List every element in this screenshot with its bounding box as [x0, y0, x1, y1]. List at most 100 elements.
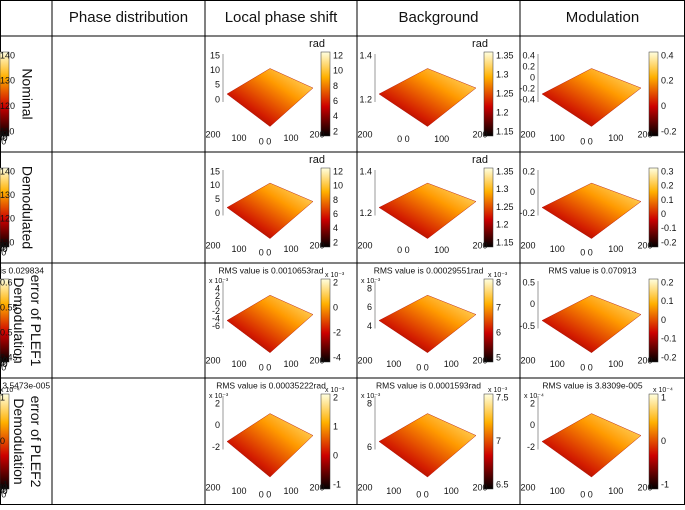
- z-tick: 15: [210, 166, 220, 176]
- colorbar-tick: 140: [0, 166, 15, 176]
- colorbar-tick: 8: [496, 277, 501, 287]
- xy-tick: 200: [520, 482, 535, 492]
- colorbar-tick: 130: [0, 190, 15, 200]
- colorbar-tick: 7: [496, 436, 501, 446]
- colorbar-tick: 8: [333, 195, 338, 205]
- surface: [379, 183, 476, 239]
- colorbar-tick: 140: [0, 50, 15, 60]
- colorbar-tick: 0: [661, 209, 666, 219]
- colorbar-tick: 2: [333, 392, 338, 402]
- surface: [542, 68, 641, 126]
- surface: [542, 295, 641, 353]
- xy-tick: 100: [550, 359, 565, 369]
- xy-tick: 0 0: [580, 489, 593, 499]
- z-tick: -2: [212, 442, 220, 452]
- colorbar-tick: 4: [333, 111, 338, 121]
- colorbar-tick: 1.25: [496, 202, 514, 212]
- xy-tick: 200: [520, 129, 535, 139]
- xy-tick: 200: [205, 355, 220, 365]
- colorbar-tick: 0: [333, 450, 338, 460]
- z-tick: 0: [530, 299, 535, 309]
- colorbar-tick: -0.1: [661, 334, 677, 344]
- colorbar-tick: 1.35: [496, 166, 514, 176]
- colorbar-tick: 0: [661, 436, 666, 446]
- xy-tick: 0 0: [580, 136, 593, 146]
- surface: [379, 295, 476, 353]
- xy-tick: 100: [386, 359, 401, 369]
- z-tick: 0: [530, 187, 535, 197]
- xy-tick: 0 0: [397, 134, 410, 144]
- colorbar-tick: 1.3: [496, 184, 509, 194]
- colorbar-tick: 1: [661, 392, 666, 402]
- xy-tick: 100: [608, 133, 623, 143]
- colorbar-tick: -2: [333, 327, 341, 337]
- rms-caption: RMS value is 0.00029551rad: [374, 265, 484, 275]
- surface: [227, 183, 313, 239]
- xy-tick: 200: [472, 129, 487, 139]
- xy-tick: 100: [550, 486, 565, 496]
- colorbar-tick: 12: [333, 166, 343, 176]
- colorbar: [0, 279, 9, 362]
- colorbar-tick: 8: [333, 81, 338, 91]
- colorbar-tick: 120: [0, 214, 15, 224]
- z-tick: -6: [212, 321, 220, 331]
- xy-tick: 100: [608, 244, 623, 254]
- xy-tick: 100: [608, 486, 623, 496]
- z-tick: 8: [367, 283, 372, 293]
- xy-tick: 0 0: [259, 247, 272, 257]
- colorbar-tick: 1: [0, 392, 5, 402]
- surface: [542, 183, 641, 239]
- colorbar-tick: 1.25: [496, 88, 514, 98]
- colorbar-tick: -0.2: [661, 126, 677, 136]
- colorbar-tick: 4: [333, 223, 338, 233]
- surface: [379, 68, 476, 126]
- colorbar-tick: 1.15: [496, 126, 514, 136]
- xy-tick: 100: [231, 486, 246, 496]
- colorbar-tick: 7.5: [496, 392, 509, 402]
- xy-tick: 100: [550, 244, 565, 254]
- column-header: Local phase shift: [225, 9, 338, 26]
- colorbar: [649, 279, 658, 362]
- colorbar-tick: 0.2: [661, 181, 674, 191]
- colorbar-tick: 2: [333, 126, 338, 136]
- colorbar-tick: 1.3: [496, 69, 509, 79]
- z-tick: 4: [367, 321, 372, 331]
- colorbar: [321, 168, 330, 247]
- unit-label: rad: [309, 38, 325, 50]
- colorbar-tick: 1.2: [496, 220, 509, 230]
- z-tick: -0.4: [519, 94, 535, 104]
- colorbar: [649, 394, 658, 489]
- surface: [542, 414, 641, 478]
- colorbar-tick: 1: [333, 421, 338, 431]
- colorbar-tick: 2: [333, 237, 338, 247]
- colorbar: [649, 168, 658, 247]
- xy-tick: 200: [472, 240, 487, 250]
- colorbar-tick: 0.2: [661, 76, 674, 86]
- z-tick: 0.2: [522, 166, 535, 176]
- z-tick: 1.2: [359, 94, 372, 104]
- rms-caption: RMS value is 3.8309e-005: [542, 380, 642, 390]
- colorbar-tick: -4: [333, 352, 341, 362]
- colorbar-tick: 6: [333, 209, 338, 219]
- colorbar-tick: 120: [0, 101, 15, 111]
- colorbar-tick: -0.1: [661, 223, 677, 233]
- xy-tick: 200: [0, 482, 8, 492]
- colorbar-tick: 6: [496, 327, 501, 337]
- colorbar-tick: 130: [0, 76, 15, 86]
- xy-tick: 200: [309, 240, 324, 250]
- xy-tick: 200: [357, 240, 372, 250]
- colorbar: [0, 168, 9, 247]
- colorbar-tick: 12: [333, 50, 343, 60]
- unit-label: rad: [309, 154, 325, 166]
- colorbar-tick: 0.3: [661, 166, 674, 176]
- colorbar-tick: 6.5: [496, 479, 509, 489]
- colorbar: [484, 279, 493, 362]
- colorbar-tick: 0: [0, 436, 5, 446]
- z-tick: 0.2: [522, 61, 535, 71]
- column-header: Phase distribution: [69, 9, 188, 26]
- z-tick: 0.4: [522, 50, 535, 60]
- xy-tick: 100: [231, 359, 246, 369]
- xy-tick: 100: [283, 244, 298, 254]
- rms-caption: RMS value is 0.0001593rad: [376, 380, 481, 390]
- xy-tick: 200: [205, 240, 220, 250]
